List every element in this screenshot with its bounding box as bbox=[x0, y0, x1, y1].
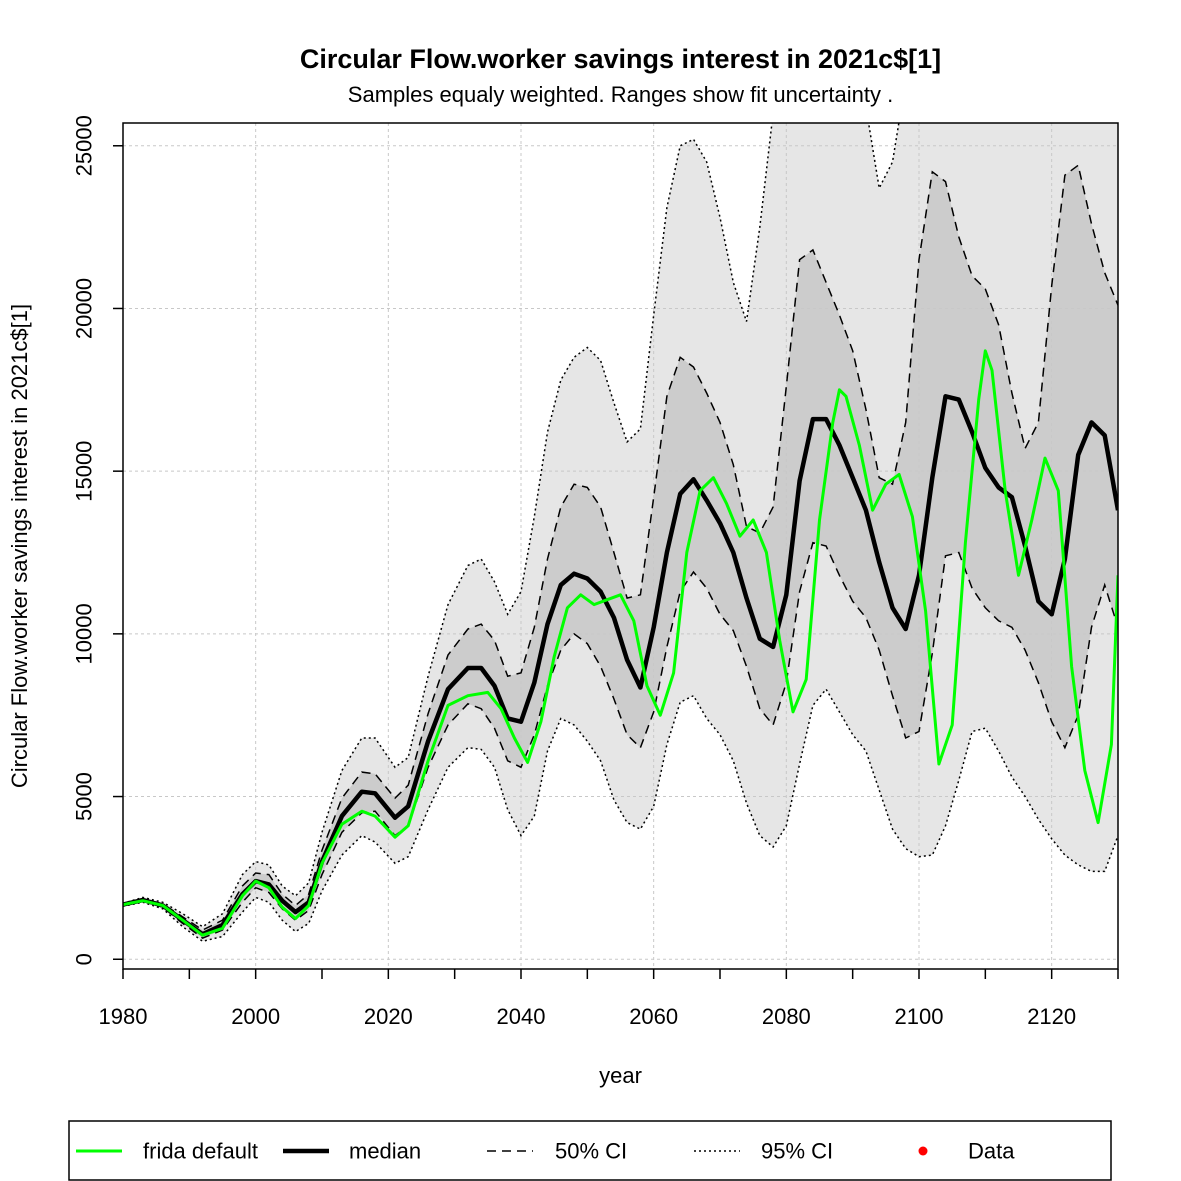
frida-default-line bbox=[123, 349, 1118, 937]
legend-label: 50% CI bbox=[555, 1139, 627, 1164]
ci95-band bbox=[123, 123, 1118, 942]
legend-item: Data bbox=[918, 1139, 1015, 1164]
legend-item: 50% CI bbox=[487, 1139, 627, 1164]
y-tick-label: 10000 bbox=[72, 603, 97, 664]
legend-label: frida default bbox=[143, 1139, 258, 1164]
legend-swatch-data bbox=[918, 1146, 928, 1156]
x-tick-label: 2120 bbox=[1027, 1004, 1076, 1029]
legend-item: 95% CI bbox=[694, 1139, 833, 1164]
x-tick-label: 2080 bbox=[762, 1004, 811, 1029]
x-tick-label: 2060 bbox=[629, 1004, 678, 1029]
x-tick-label: 1980 bbox=[99, 1004, 148, 1029]
chart-title: Circular Flow.worker savings interest in… bbox=[299, 44, 942, 74]
legend-label: median bbox=[349, 1139, 421, 1164]
plot-frame bbox=[122, 122, 1119, 970]
y-tick-label: 20000 bbox=[72, 278, 97, 339]
legend-item: median bbox=[283, 1139, 421, 1164]
legend-label: 95% CI bbox=[761, 1139, 833, 1164]
x-tick-label: 2020 bbox=[364, 1004, 413, 1029]
ci50-lower-line bbox=[123, 541, 1118, 939]
legend-box bbox=[68, 1120, 1112, 1181]
legend-label: Data bbox=[968, 1139, 1015, 1164]
y-tick-label: 25000 bbox=[72, 115, 97, 176]
y-tick-label: 15000 bbox=[72, 441, 97, 502]
x-tick-label: 2040 bbox=[497, 1004, 546, 1029]
y-tick-label: 0 bbox=[72, 953, 97, 965]
x-tick-label: 2100 bbox=[895, 1004, 944, 1029]
x-axis-label: year bbox=[599, 1063, 642, 1088]
legend-item: frida default bbox=[76, 1139, 258, 1164]
ci95-lower-line bbox=[123, 687, 1118, 943]
chart-subtitle: Samples equaly weighted. Ranges show fit… bbox=[347, 82, 894, 107]
x-tick-label: 2000 bbox=[231, 1004, 280, 1029]
y-tick-label: 5000 bbox=[72, 772, 97, 821]
ci50-upper-line bbox=[123, 164, 1118, 931]
